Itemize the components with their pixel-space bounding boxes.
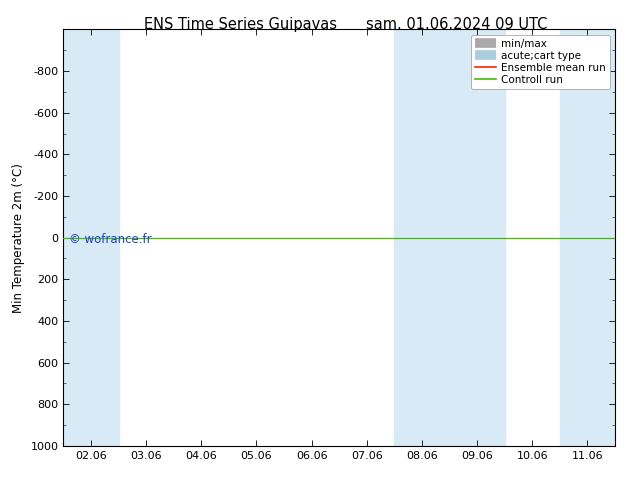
Text: ENS Time Series Guipavas: ENS Time Series Guipavas [145, 17, 337, 32]
Bar [394, 29, 505, 446]
Text: © wofrance.fr: © wofrance.fr [69, 233, 152, 246]
Legend: min/max, acute;cart type, Ensemble mean run, Controll run: min/max, acute;cart type, Ensemble mean … [470, 35, 610, 89]
Y-axis label: Min Temperature 2m (°C): Min Temperature 2m (°C) [12, 163, 25, 313]
Bar [63, 29, 119, 446]
Text: sam. 01.06.2024 09 UTC: sam. 01.06.2024 09 UTC [366, 17, 547, 32]
Bar [560, 29, 615, 446]
